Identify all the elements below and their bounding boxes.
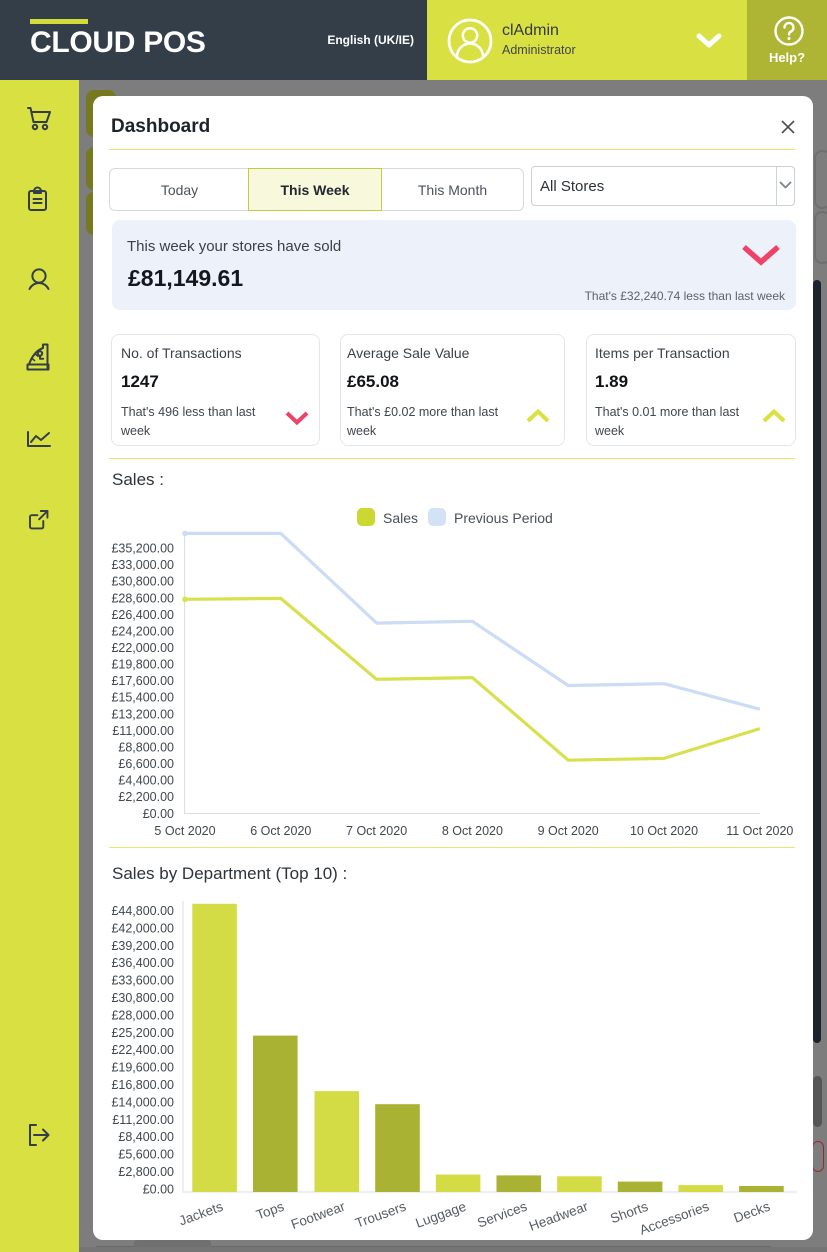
svg-text:£2,800.00: £2,800.00 — [118, 1165, 174, 1179]
svg-text:£6,600.00: £6,600.00 — [118, 757, 174, 771]
svg-text:£8,800.00: £8,800.00 — [118, 741, 174, 755]
svg-text:£28,000.00: £28,000.00 — [111, 1008, 174, 1022]
svg-text:Trousers: Trousers — [353, 1199, 408, 1231]
svg-text:£25,200.00: £25,200.00 — [111, 1026, 174, 1040]
svg-text:£0.00: £0.00 — [143, 807, 174, 821]
svg-text:£33,000.00: £33,000.00 — [111, 558, 174, 572]
svg-text:£0.00: £0.00 — [143, 1182, 174, 1196]
svg-text:7 Oct 2020: 7 Oct 2020 — [346, 824, 407, 838]
svg-text:£14,000.00: £14,000.00 — [111, 1095, 174, 1109]
svg-text:£30,800.00: £30,800.00 — [111, 991, 174, 1005]
svg-text:£36,400.00: £36,400.00 — [111, 956, 174, 970]
svg-text:6 Oct 2020: 6 Oct 2020 — [250, 824, 311, 838]
svg-text:Luggage: Luggage — [414, 1199, 469, 1231]
svg-text:£5,600.00: £5,600.00 — [118, 1148, 174, 1162]
svg-text:£4,400.00: £4,400.00 — [118, 774, 174, 788]
svg-text:£42,000.00: £42,000.00 — [111, 921, 174, 935]
svg-text:£28,600.00: £28,600.00 — [111, 591, 174, 605]
svg-text:Decks: Decks — [732, 1199, 773, 1226]
svg-text:11 Oct 2020: 11 Oct 2020 — [726, 824, 793, 838]
svg-text:£15,400.00: £15,400.00 — [111, 691, 174, 705]
svg-text:£16,800.00: £16,800.00 — [111, 1078, 174, 1092]
svg-text:£2,200.00: £2,200.00 — [118, 790, 174, 804]
svg-text:£19,600.00: £19,600.00 — [111, 1061, 174, 1075]
svg-text:9 Oct 2020: 9 Oct 2020 — [538, 824, 599, 838]
svg-text:£22,000.00: £22,000.00 — [111, 641, 174, 655]
svg-text:£26,400.00: £26,400.00 — [111, 608, 174, 622]
svg-text:Accessories: Accessories — [638, 1199, 712, 1238]
svg-text:£30,800.00: £30,800.00 — [111, 575, 174, 589]
svg-text:Jackets: Jackets — [177, 1199, 225, 1229]
svg-text:£24,200.00: £24,200.00 — [111, 624, 174, 638]
svg-text:£19,800.00: £19,800.00 — [111, 658, 174, 672]
svg-text:£22,400.00: £22,400.00 — [111, 1043, 174, 1057]
svg-text:£44,800.00: £44,800.00 — [111, 904, 174, 918]
svg-text:Footwear: Footwear — [289, 1199, 347, 1233]
svg-text:£33,600.00: £33,600.00 — [111, 974, 174, 988]
svg-text:Services: Services — [475, 1199, 529, 1231]
svg-text:£11,000.00: £11,000.00 — [112, 724, 174, 738]
svg-text:Tops: Tops — [254, 1199, 286, 1223]
svg-text:£35,200.00: £35,200.00 — [111, 542, 174, 556]
svg-text:£8,400.00: £8,400.00 — [118, 1130, 174, 1144]
svg-text:Headwear: Headwear — [527, 1199, 590, 1234]
svg-text:8 Oct 2020: 8 Oct 2020 — [442, 824, 503, 838]
svg-text:10 Oct 2020: 10 Oct 2020 — [630, 824, 698, 838]
svg-text:£13,200.00: £13,200.00 — [111, 707, 174, 721]
svg-text:£17,600.00: £17,600.00 — [111, 674, 174, 688]
svg-text:£11,200.00: £11,200.00 — [112, 1113, 174, 1127]
svg-text:5 Oct 2020: 5 Oct 2020 — [154, 824, 215, 838]
svg-text:£39,200.00: £39,200.00 — [111, 939, 174, 953]
